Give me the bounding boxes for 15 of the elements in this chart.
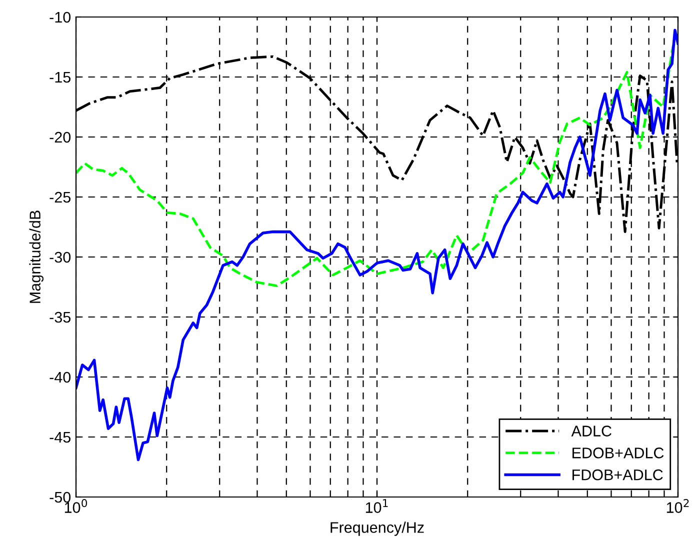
- x-tick-label: 10$^{2}$: [666, 499, 689, 513]
- y-tick-label: -40: [50, 372, 71, 383]
- y-tick-label: -15: [50, 72, 70, 83]
- y-axis-title: Magnitude/dB: [29, 210, 44, 303]
- y-tick-label: -45: [50, 432, 70, 443]
- legend-label: EDOB+ADLC: [572, 448, 664, 458]
- legend-label: FDOB+ADLC: [572, 469, 663, 480]
- x-tick-label: 10$^{1}$: [366, 499, 388, 513]
- legend-label: ADLC: [571, 426, 612, 436]
- y-tick-label: -35: [50, 312, 70, 323]
- x-axis-title: Frequency/Hz: [330, 522, 424, 536]
- y-tick-label: -20: [50, 132, 71, 143]
- y-tick-label: -25: [50, 192, 70, 203]
- y-tick-label: -10: [50, 12, 71, 23]
- y-tick-label: -30: [50, 252, 71, 263]
